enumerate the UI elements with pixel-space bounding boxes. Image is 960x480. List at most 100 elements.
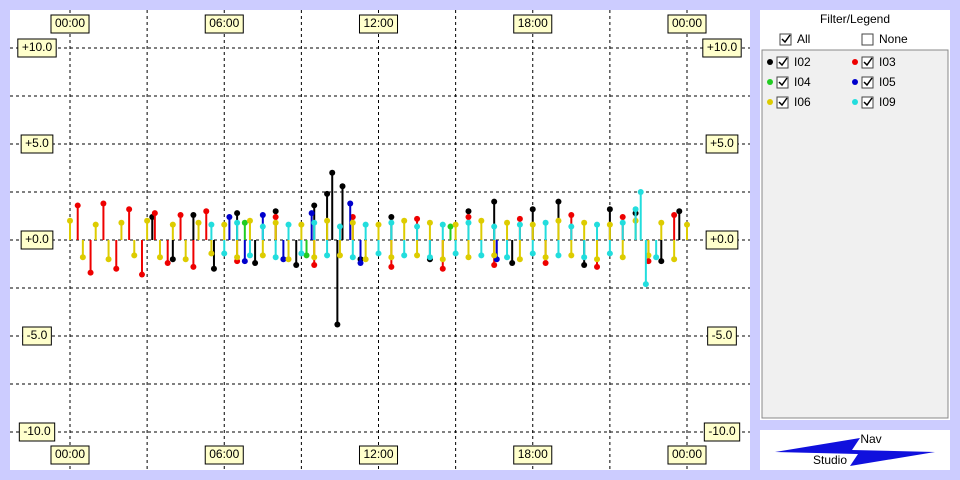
- point: [529, 206, 536, 213]
- point: [303, 252, 310, 259]
- x-tick-label: 00:00: [55, 16, 85, 30]
- x-tick-label-box: [358, 445, 399, 465]
- point: [324, 190, 331, 197]
- x-tick-label-box: [513, 14, 553, 34]
- point: [259, 223, 266, 230]
- x-tick-label-box: [667, 14, 707, 34]
- point: [226, 213, 233, 220]
- x-tick-label-box: [204, 14, 244, 34]
- point: [190, 212, 197, 219]
- point: [234, 219, 241, 226]
- point: [555, 198, 562, 205]
- point: [169, 256, 176, 263]
- point: [311, 202, 318, 209]
- legend: I02 I03 I04 I05 I06 I09: [767, 55, 896, 109]
- legend-checkbox[interactable]: [776, 96, 789, 109]
- check: [778, 97, 788, 107]
- legend-label[interactable]: I03: [879, 55, 896, 69]
- point: [259, 212, 266, 219]
- point: [208, 221, 215, 228]
- legend-label[interactable]: I09: [879, 95, 896, 109]
- y-tick-label-box: [20, 134, 54, 154]
- x-tick-label-box: [358, 14, 399, 34]
- legend-checkbox[interactable]: [776, 76, 789, 89]
- point: [452, 221, 459, 228]
- point: [336, 252, 343, 259]
- check: [863, 77, 873, 87]
- legend-checkbox[interactable]: [861, 76, 874, 89]
- point: [426, 219, 433, 226]
- point: [126, 206, 133, 213]
- point: [177, 212, 184, 219]
- point: [272, 219, 279, 226]
- checkbox-none[interactable]: [861, 33, 874, 46]
- point: [465, 254, 472, 261]
- point: [362, 256, 369, 263]
- y-tick-label: -10.0: [708, 424, 736, 438]
- point: [252, 260, 259, 267]
- point: [491, 223, 498, 230]
- point: [619, 254, 626, 261]
- point: [516, 215, 523, 222]
- y-tick-label: +10.0: [707, 40, 738, 54]
- y-tick-label-box: [703, 422, 741, 442]
- checkbox-all[interactable]: [779, 33, 792, 46]
- point: [401, 252, 408, 259]
- point: [349, 219, 356, 226]
- point: [542, 260, 549, 267]
- x-tick-label-box: [204, 445, 244, 465]
- y-tick-label: +5.0: [710, 136, 734, 150]
- legend-checkbox[interactable]: [861, 96, 874, 109]
- point: [131, 252, 138, 259]
- point: [246, 252, 253, 259]
- point: [208, 250, 215, 257]
- point: [671, 256, 678, 263]
- point: [293, 261, 300, 268]
- point: [388, 219, 395, 226]
- legend-checkbox[interactable]: [776, 56, 789, 69]
- legend-swatch: [767, 99, 773, 105]
- legend-label[interactable]: I04: [794, 75, 811, 89]
- x-tick-label: 00:00: [672, 447, 702, 461]
- point: [221, 250, 228, 257]
- legend-checkbox[interactable]: [861, 56, 874, 69]
- legend-label[interactable]: I06: [794, 95, 811, 109]
- point: [516, 221, 523, 228]
- x-tick-label: 12:00: [363, 447, 393, 461]
- y-tick-label-box: [702, 38, 742, 58]
- x-tick-label-box: [513, 445, 553, 465]
- all-label[interactable]: All: [797, 32, 810, 46]
- point: [491, 261, 498, 268]
- point: [504, 254, 511, 261]
- point: [529, 250, 536, 257]
- point: [182, 256, 189, 263]
- point: [504, 219, 511, 226]
- x-tick-label-box: [667, 445, 707, 465]
- point: [447, 223, 454, 230]
- none-label[interactable]: None: [879, 32, 908, 46]
- point: [67, 217, 73, 224]
- point: [645, 258, 652, 265]
- point: [529, 221, 536, 228]
- point: [362, 221, 369, 228]
- point: [568, 252, 575, 259]
- point: [272, 208, 279, 215]
- check: [863, 97, 873, 107]
- point: [388, 213, 395, 220]
- y-tick-label-box: [18, 422, 56, 442]
- point: [632, 206, 639, 213]
- point: [246, 217, 253, 224]
- point: [144, 217, 151, 224]
- y-tick-label: +0.0: [25, 232, 49, 246]
- legend-label[interactable]: I05: [879, 75, 896, 89]
- plot: 00:00 00:00 06:00 06:00 12:00 12:00 18:00 18:00…: [10, 10, 750, 470]
- point: [280, 256, 287, 263]
- legend-label[interactable]: I02: [794, 55, 811, 69]
- point: [671, 212, 678, 219]
- point: [542, 219, 549, 226]
- point: [349, 213, 356, 220]
- point: [439, 256, 446, 263]
- point: [347, 200, 354, 207]
- point: [357, 260, 364, 267]
